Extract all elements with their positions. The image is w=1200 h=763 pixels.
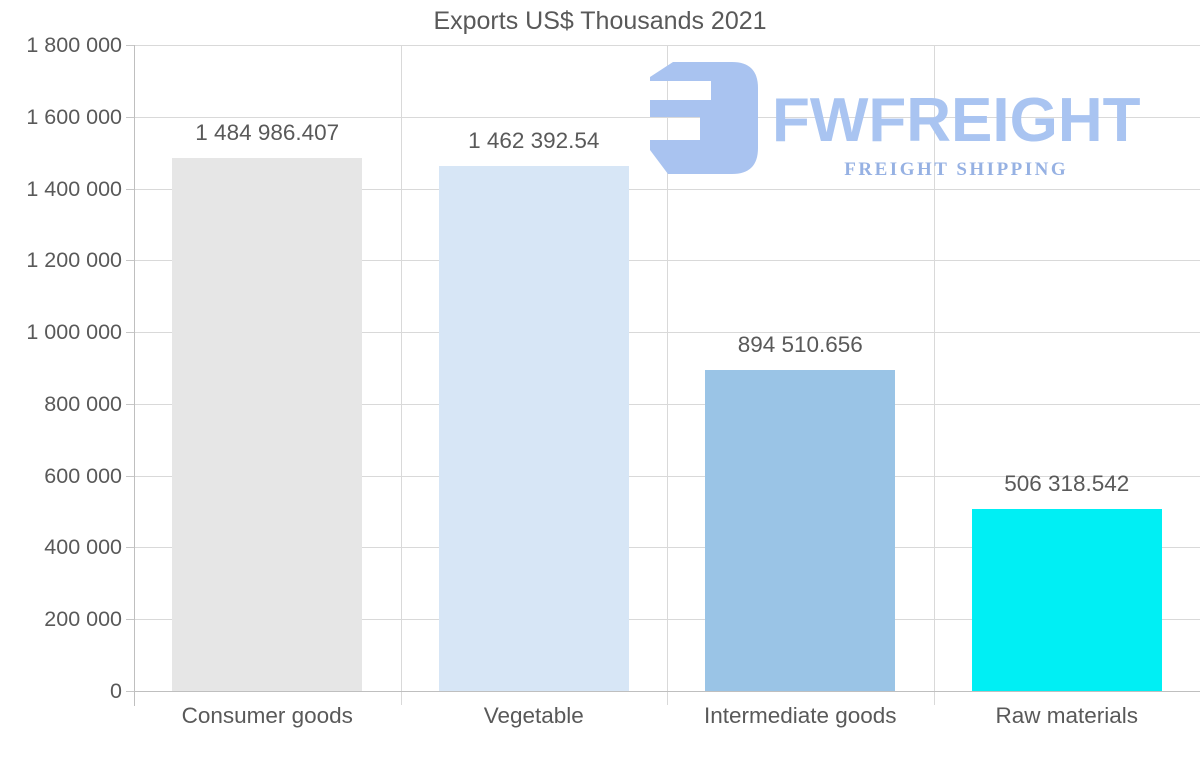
bar-value-label: 506 318.542 [1004, 471, 1130, 497]
x-axis-labels: Consumer goods Vegetable Intermediate good… [134, 703, 1200, 729]
y-tick-label: 1 600 000 [26, 104, 122, 129]
bar-vegetable [438, 166, 629, 691]
y-axis-line [134, 45, 135, 706]
y-tick-label: 200 000 [44, 607, 122, 632]
x-axis-line [134, 691, 1200, 692]
bar-intermediate-goods [705, 369, 896, 691]
y-tick-mark [126, 403, 134, 405]
y-tick-label: 0 [110, 679, 122, 703]
bar-consumer-goods [172, 158, 363, 691]
logo-brand-text: FWFREIGHT [772, 86, 1141, 155]
y-tick-label: 800 000 [44, 391, 122, 416]
x-category-label: Consumer goods [181, 703, 353, 728]
x-category-label: Intermediate goods [703, 703, 897, 728]
y-tick-label: 1 200 000 [26, 248, 122, 273]
y-tick-mark [126, 188, 134, 190]
chart-title: Exports US$ Thousands 2021 [433, 7, 767, 35]
x-category-label: Vegetable [483, 703, 584, 728]
y-tick-mark [126, 619, 134, 621]
y-tick-mark [126, 547, 134, 549]
logo-text-column: FWFREIGHT FREIGHT SHIPPING [772, 90, 1141, 181]
y-tick-label: 400 000 [44, 535, 122, 560]
bar-value-label: 1 484 986.407 [195, 120, 340, 146]
plot-area: 1 484 986.407 1 462 392.54 894 510.656 506 … [134, 45, 1200, 705]
bar-raw-materials [971, 509, 1162, 691]
fwfreight-monogram-icon [650, 62, 758, 174]
y-tick-mark [126, 260, 134, 262]
logo-tagline-text: FREIGHT SHIPPING [844, 159, 1069, 180]
y-tick-mark [126, 45, 134, 46]
v-gridline [401, 45, 402, 705]
y-tick-mark [126, 332, 134, 334]
y-tick-mark [126, 116, 134, 118]
v-gridline [934, 45, 935, 705]
bar-value-label: 894 510.656 [737, 331, 863, 357]
y-tick-label: 600 000 [44, 463, 122, 488]
y-tick-mark [126, 691, 134, 692]
bar-value-label: 1 462 392.54 [468, 128, 600, 154]
y-tick-label: 1 000 000 [26, 320, 122, 345]
x-category-label: Raw materials [995, 703, 1139, 728]
y-tick-mark [126, 475, 134, 477]
v-gridline [667, 45, 668, 705]
y-tick-label: 1 800 000 [26, 33, 122, 57]
y-tick-label: 1 400 000 [26, 176, 122, 201]
watermark-logo: FWFREIGHT FREIGHT SHIPPING [648, 62, 1141, 181]
